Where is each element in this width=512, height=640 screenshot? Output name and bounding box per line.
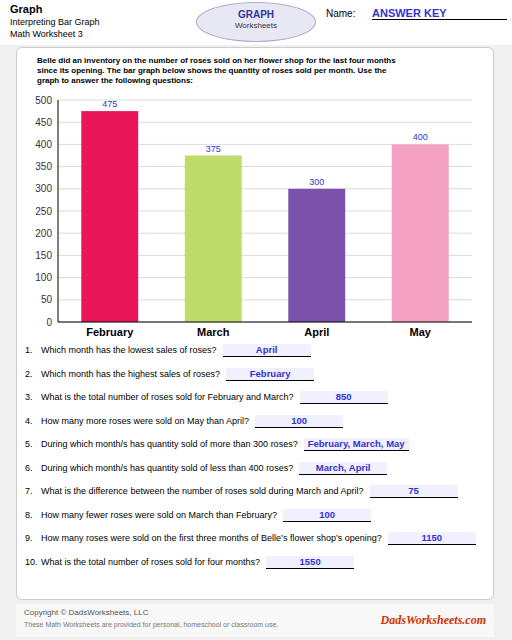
- x-tick-label: April: [304, 326, 329, 338]
- y-tick-label: 400: [35, 139, 52, 150]
- bar-chart: 0 50 100 150 200 250 300 350 400 450 500 475 Februar…: [0, 0, 512, 640]
- bar: [288, 189, 345, 322]
- y-tick-label: 50: [41, 294, 53, 305]
- question-number: 3.: [25, 391, 41, 403]
- logo: GRAPHWorksheets: [196, 2, 316, 42]
- answer-key: ANSWER KEY: [372, 7, 507, 20]
- grid-line: [58, 188, 472, 189]
- question-text: Which month has the lowest sales of rose…: [41, 344, 217, 356]
- question-text: Which month has the highest sales of ros…: [41, 368, 220, 380]
- grid-line: [58, 166, 472, 167]
- data-label: 400: [413, 132, 428, 142]
- question-text: How many more roses were sold on May tha…: [41, 415, 249, 427]
- question-answer: 1150: [388, 532, 476, 545]
- question-row: 1.Which month has the lowest sales of ro…: [25, 344, 487, 357]
- question-answer: March, April: [299, 462, 387, 475]
- y-tick-label: 300: [35, 183, 52, 194]
- grid-line: [58, 255, 472, 256]
- brand: DadsWorksheets.com: [381, 613, 486, 628]
- question-number: 2.: [25, 368, 41, 380]
- question-number: 1.: [25, 344, 41, 356]
- x-tick-label: February: [86, 326, 134, 338]
- question-text: During which month/s has quantity sold o…: [41, 462, 293, 474]
- logo-subtitle: Worksheets: [197, 21, 315, 31]
- bar: [185, 156, 242, 323]
- y-tick-label: 450: [35, 117, 52, 128]
- bars: [81, 111, 448, 322]
- bar: [81, 111, 138, 322]
- question-text: What is the total number of roses sold f…: [41, 556, 260, 568]
- question-row: 2.Which month has the highest sales of r…: [25, 368, 487, 381]
- grid-line: [58, 277, 472, 278]
- question-row: 7.What is the difference between the num…: [25, 485, 487, 498]
- question-answer: April: [223, 344, 311, 357]
- question-number: 7.: [25, 485, 41, 497]
- y-axis: [58, 100, 59, 322]
- question-text: What is the total number of roses sold f…: [41, 391, 294, 403]
- subtitle: Interpreting Bar Graph: [10, 17, 100, 27]
- data-label: 375: [206, 144, 221, 154]
- question-row: 4.How many more roses were sold on May t…: [25, 415, 487, 428]
- grid-line: [58, 122, 472, 123]
- question-number: 4.: [25, 415, 41, 427]
- question-number: 9.: [25, 532, 41, 544]
- copyright: Copyright © DadsWorksheets, LLC: [24, 608, 148, 617]
- question-answer: 850: [300, 391, 388, 404]
- data-label: 300: [309, 177, 324, 187]
- question-row: 10.What is the total number of roses sol…: [25, 556, 487, 569]
- grid-line: [58, 322, 472, 323]
- y-tick-label: 100: [35, 272, 52, 283]
- x-tick-label: May: [410, 326, 432, 338]
- question-answer: February, March, May: [304, 438, 409, 451]
- question-row: 5.During which month/s has quantity sold…: [25, 438, 487, 451]
- question-number: 10.: [25, 556, 41, 568]
- data-label: 475: [102, 99, 117, 109]
- grid-line: [58, 211, 472, 212]
- question-answer: 75: [370, 485, 458, 498]
- y-tick-label: 200: [35, 228, 52, 239]
- question-answer: February: [226, 368, 314, 381]
- name-label: Name:: [326, 8, 355, 19]
- main-box: Belle did an inventory on the number of …: [16, 47, 494, 600]
- grid-line: [58, 299, 472, 300]
- question-number: 6.: [25, 462, 41, 474]
- question-row: 9.How many roses were sold on the first …: [25, 532, 487, 545]
- question-answer: 1550: [266, 556, 354, 569]
- y-tick-label: 350: [35, 161, 52, 172]
- x-axis: [58, 322, 472, 323]
- title: Graph: [10, 3, 42, 15]
- question-number: 5.: [25, 438, 41, 450]
- y-tick-label: 150: [35, 250, 52, 261]
- y-tick-label: 0: [46, 317, 52, 328]
- logo-title: GRAPH: [197, 9, 315, 21]
- x-tick-label: March: [197, 326, 230, 338]
- question-text: What is the difference between the numbe…: [41, 485, 364, 497]
- question-row: 8.How many fewer roses were sold on Marc…: [25, 509, 487, 522]
- question-row: 3.What is the total number of roses sold…: [25, 391, 487, 404]
- question-text: During which month/s has quantity sold o…: [41, 438, 298, 450]
- grid-line: [58, 233, 472, 234]
- subtitle: Math Worksheet 3: [10, 29, 83, 39]
- grid-line: [58, 144, 472, 145]
- question-answer: 100: [283, 509, 371, 522]
- bar: [392, 144, 449, 322]
- question-answer: 100: [255, 415, 343, 428]
- question-text: How many roses were sold on the first th…: [41, 532, 382, 544]
- copyright-note: These Math Worksheets are provided for p…: [24, 621, 278, 628]
- grid-line: [58, 100, 472, 101]
- questions: 1.Which month has the lowest sales of ro…: [25, 344, 487, 579]
- question-number: 8.: [25, 509, 41, 521]
- description: Belle did an inventory on the number of …: [37, 56, 485, 86]
- y-tick-label: 500: [35, 95, 52, 106]
- footer: Copyright © DadsWorksheets, LLC These Mat…: [16, 604, 494, 637]
- question-row: 6.During which month/s has quantity sold…: [25, 462, 487, 475]
- question-text: How many fewer roses were sold on March …: [41, 509, 277, 521]
- y-tick-label: 250: [35, 206, 52, 217]
- grid: [58, 100, 472, 322]
